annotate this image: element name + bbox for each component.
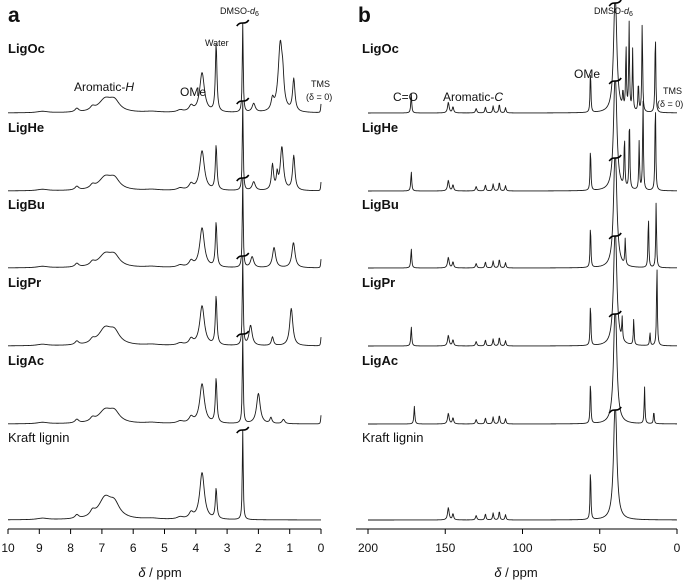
- tick-label-a-10: 0: [318, 541, 325, 555]
- sample-label-a-0: LigOc: [8, 41, 45, 56]
- sample-label-b-5: Kraft lignin: [362, 430, 423, 445]
- tick-label-b-0: 200: [358, 541, 378, 555]
- annotation-co: C=O: [393, 90, 418, 104]
- trace-a-ligoc: [8, 22, 322, 114]
- annotation-dmso-b: DMSO-d6: [594, 6, 633, 18]
- trace-b-ligbu: [368, 157, 678, 269]
- trace-a-lighe: [8, 100, 322, 192]
- sample-label-b-3: LigPr: [362, 275, 395, 290]
- tick-label-a-5: 5: [161, 541, 168, 555]
- tick-label-a-4: 6: [130, 541, 137, 555]
- tick-label-b-4: 0: [674, 541, 681, 555]
- break-mark-b-5: [608, 406, 622, 414]
- annotation-tms-a: TMS: [311, 79, 330, 89]
- sample-label-b-2: LigBu: [362, 197, 399, 212]
- sample-label-a-2: LigBu: [8, 197, 45, 212]
- break-mark-a-5: [236, 426, 250, 434]
- break-mark-b-4: [608, 310, 622, 318]
- tick-label-a-7: 3: [224, 541, 231, 555]
- panel-b-x-ticks: 200 150 100 50 0: [358, 529, 681, 555]
- tick-label-a-0: 10: [1, 541, 15, 555]
- panel-b-traces: [368, 0, 678, 521]
- trace-a-ligbu: [8, 177, 322, 269]
- break-mark-a-0: [236, 19, 250, 27]
- break-mark-a-4: [236, 330, 250, 338]
- panel-a-letter: a: [8, 4, 20, 27]
- annotation-dmso-a: DMSO-d6: [220, 6, 259, 18]
- annotation-tms-b: TMS: [663, 86, 682, 96]
- panel-a-x-ticks: 10 9 8 7 6 5 4 3 2 1 0: [1, 529, 325, 555]
- break-mark-b-1: [608, 77, 622, 85]
- trace-a-ligac: [8, 333, 322, 425]
- break-mark-a-1: [236, 97, 250, 105]
- trace-b-ligpr: [368, 235, 677, 347]
- panel-b-letter: b: [358, 4, 371, 27]
- annotation-tms-delta-a: (δ = 0): [306, 92, 332, 102]
- annotation-aromatic-h: Aromatic-H: [74, 80, 134, 94]
- panel-b-x-axis-title: δ / ppm: [494, 565, 537, 580]
- annotation-aromatic-c: Aromatic-C: [443, 90, 503, 104]
- annotation-water: Water: [205, 38, 229, 48]
- trace-b-lighe: [368, 80, 678, 192]
- sample-label-a-5: Kraft lignin: [8, 430, 69, 445]
- sample-label-b-0: LigOc: [362, 41, 399, 56]
- tick-label-a-1: 9: [36, 541, 43, 555]
- break-mark-b-0: [608, 0, 622, 7]
- annotation-tms-delta-b: (δ = 0): [657, 99, 683, 109]
- annotation-ome-b: OMe: [574, 67, 600, 81]
- panel-a-traces: [8, 19, 322, 521]
- tick-label-a-8: 2: [255, 541, 262, 555]
- tick-label-a-9: 1: [286, 541, 293, 555]
- panel-b-sample-labels: LigOc LigHe LigBu LigPr LigAc Kraft lignin: [362, 41, 423, 445]
- trace-b-ligac: [368, 313, 677, 425]
- tick-label-b-2: 100: [512, 541, 532, 555]
- sample-label-a-3: LigPr: [8, 275, 41, 290]
- trace-b-kraft-lignin: [368, 409, 677, 521]
- break-mark-b-2: [608, 154, 622, 162]
- sample-label-a-4: LigAc: [8, 353, 44, 368]
- break-mark-a-2: [236, 174, 250, 182]
- tick-label-a-3: 7: [99, 541, 106, 555]
- tick-label-b-3: 50: [593, 541, 607, 555]
- sample-label-b-1: LigHe: [362, 120, 398, 135]
- tick-label-b-1: 150: [435, 541, 455, 555]
- trace-a-kraft-lignin: [8, 429, 321, 521]
- break-mark-a-3: [236, 252, 250, 260]
- panel-a-x-axis-title: δ / ppm: [138, 565, 181, 580]
- panel-a-sample-labels: LigOc LigHe LigBu LigPr LigAc Kraft lignin: [8, 41, 69, 445]
- annotation-ome-a: OMe: [180, 85, 206, 99]
- sample-label-a-1: LigHe: [8, 120, 44, 135]
- trace-a-ligpr: [8, 255, 322, 347]
- tick-label-a-6: 4: [192, 541, 199, 555]
- sample-label-b-4: LigAc: [362, 353, 398, 368]
- trace-b-ligoc: [368, 2, 678, 114]
- tick-label-a-2: 8: [67, 541, 74, 555]
- break-mark-b-3: [608, 232, 622, 240]
